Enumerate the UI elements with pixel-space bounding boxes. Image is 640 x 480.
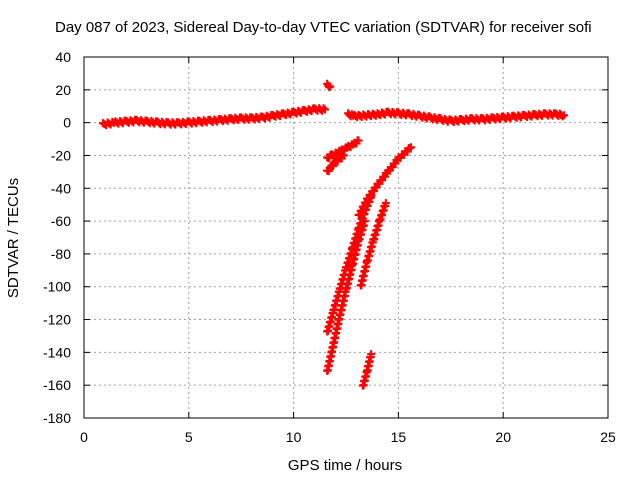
- data-point: [319, 104, 328, 113]
- x-tick-label: 10: [286, 429, 302, 445]
- x-tick-label: 20: [495, 429, 511, 445]
- y-axis-title: SDTVAR / TECUs: [5, 178, 22, 298]
- y-tick-label: -140: [43, 344, 71, 360]
- y-tick-label: -180: [43, 410, 71, 426]
- y-tick-label: -40: [51, 180, 71, 196]
- x-tick-label: 25: [600, 429, 616, 445]
- y-tick-label: -80: [51, 246, 71, 262]
- data-point: [381, 199, 390, 208]
- data-points: [98, 79, 568, 390]
- data-point: [354, 136, 363, 145]
- data-point: [405, 144, 414, 153]
- data-point: [321, 105, 330, 114]
- data-point: [406, 143, 415, 152]
- data-point: [367, 350, 376, 359]
- data-point: [326, 82, 335, 91]
- axis-ticks: 0 5 10 15 20 25 40 20 0 -20 -40 -60 -80 -100 -120 -140 -…: [43, 49, 616, 445]
- x-tick-label: 0: [80, 429, 88, 445]
- x-tick-label: 5: [185, 429, 193, 445]
- y-tick-label: 40: [55, 49, 71, 65]
- data-point: [558, 112, 567, 121]
- chart-title: Day 087 of 2023, Sidereal Day-to-day VTE…: [55, 19, 592, 36]
- data-point: [559, 111, 568, 120]
- y-tick-label: -20: [51, 147, 71, 163]
- y-tick-label: 20: [55, 82, 71, 98]
- y-tick-label: -100: [43, 279, 71, 295]
- y-tick-label: 0: [63, 115, 71, 131]
- y-tick-label: -60: [51, 213, 71, 229]
- x-axis-title: GPS time / hours: [288, 457, 402, 474]
- y-tick-label: -160: [43, 377, 71, 393]
- plot-frame: [83, 56, 609, 419]
- x-tick-label: 15: [391, 429, 407, 445]
- data-point: [339, 151, 348, 160]
- y-tick-label: -120: [43, 312, 71, 328]
- data-point: [360, 217, 369, 226]
